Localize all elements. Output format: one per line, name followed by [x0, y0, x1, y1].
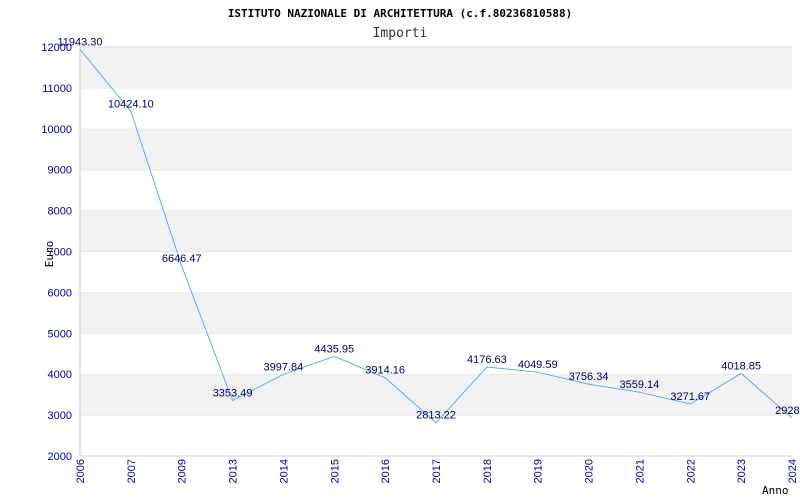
grid-band: [80, 169, 792, 211]
grid-band: [80, 47, 792, 88]
data-label: 2928.8: [775, 405, 800, 417]
data-label: 2813.22: [416, 410, 456, 422]
grid-band: [80, 210, 792, 252]
x-tick-label: 2024: [787, 459, 799, 483]
grid-band: [80, 251, 792, 293]
x-tick-label: 2022: [685, 459, 697, 483]
grid-bands: [80, 46, 792, 456]
grid-band: [80, 87, 792, 129]
x-tick-label: 2006: [75, 459, 87, 483]
y-tick-label: 5000: [48, 328, 72, 340]
data-label: 4176.63: [467, 354, 507, 366]
grid-band: [80, 128, 792, 170]
x-tick-label: 2017: [431, 459, 443, 483]
data-label: 10424.10: [108, 98, 154, 110]
x-tick-label: 2014: [278, 459, 290, 483]
y-tick-label: 3000: [48, 410, 72, 422]
grid-band: [80, 374, 792, 416]
x-tick-label: 2015: [329, 459, 341, 483]
y-axis-ticks: 2000 3000 4000 5000 6000 7000 8000 9000 10000 110…: [41, 42, 72, 463]
data-label: 4435.95: [314, 343, 354, 355]
data-label: 3271.67: [670, 391, 710, 403]
chart-subtitle: Importi: [373, 26, 428, 41]
x-tick-label: 2020: [584, 459, 596, 483]
x-tick-label: 2021: [634, 459, 646, 483]
y-axis-label: Euro: [43, 241, 56, 268]
data-label: 3559.14: [620, 379, 660, 391]
data-labels: 11943.30 10424.10 6646.47 3353.49 3997.84 443…: [57, 36, 800, 421]
grid-band: [80, 333, 792, 375]
y-tick-label: 4000: [48, 369, 72, 381]
data-label: 11943.30: [57, 36, 102, 48]
y-tick-label: 11000: [42, 83, 72, 95]
y-tick-label: 10000: [41, 124, 72, 136]
chart-title: ISTITUTO NAZIONALE DI ARCHITETTURA (c.f.…: [228, 7, 572, 20]
x-tick-label: 2007: [126, 459, 138, 483]
data-label: 3914.16: [365, 365, 405, 377]
x-axis-label: Anno: [762, 484, 789, 497]
data-label: 3756.34: [569, 371, 609, 383]
y-tick-label: 7000: [48, 247, 72, 259]
x-axis-ticks: 2006 2007 2009 2013 2014 2015 2016 2017 2018 2019…: [75, 459, 799, 483]
data-label: 4049.59: [518, 359, 558, 371]
x-tick-label: 2016: [380, 459, 392, 483]
y-tick-label: 8000: [48, 206, 72, 218]
y-tick-label: 12000: [41, 42, 72, 54]
x-tick-label: 2018: [482, 459, 494, 483]
x-tick-label: 2013: [228, 459, 240, 483]
grid-band: [80, 415, 792, 456]
data-label: 3997.84: [264, 361, 304, 373]
data-label: 6646.47: [162, 253, 202, 265]
data-label: 4018.85: [721, 360, 761, 372]
x-tick-label: 2019: [533, 459, 545, 483]
y-tick-label: 6000: [48, 287, 72, 299]
y-tick-label: 9000: [48, 165, 72, 177]
series-line: [79, 48, 793, 424]
x-tick-label: 2009: [177, 459, 189, 483]
y-tick-label: 2000: [48, 451, 72, 463]
grid-band: [80, 292, 792, 334]
x-tick-label: 2023: [736, 459, 748, 483]
data-label: 3353.49: [213, 388, 253, 400]
